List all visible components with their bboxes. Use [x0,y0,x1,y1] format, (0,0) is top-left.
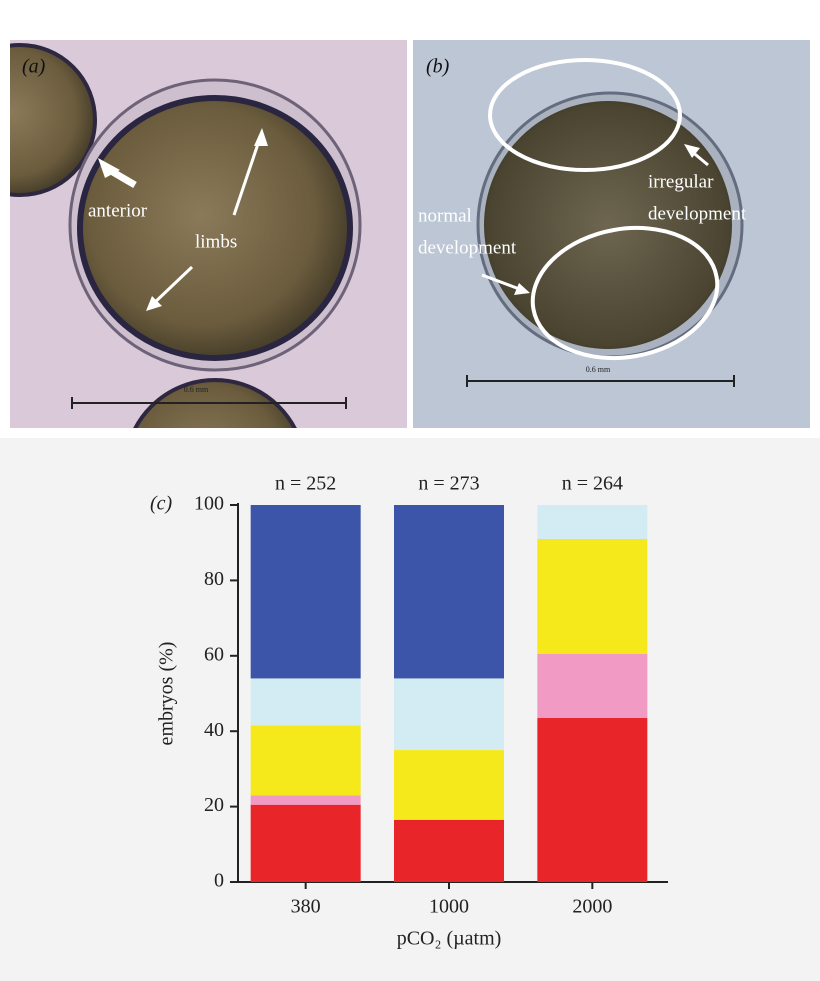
bar-segment [394,678,504,751]
bar-segment [537,653,648,719]
x-tick-label: 2000 [572,896,612,918]
annotation: development [418,237,517,258]
y-tick-label: 20 [204,794,224,816]
scale-label: 0.6 mm [586,365,611,374]
annotation: development [648,203,747,224]
bar-label: n = 252 [275,473,336,495]
bar-segment [537,505,648,539]
scale-label: 0.6 mm [184,385,209,394]
bar-segment [394,505,504,679]
panel-label: (c) [150,493,173,515]
bar-segment [250,725,361,796]
photo-b: (b) irregular development normal develop… [413,40,810,428]
annotation: anterior [88,200,148,221]
x-tick-label: 380 [291,896,321,918]
annotation: normal [418,205,472,226]
y-tick-label: 60 [204,643,224,665]
y-tick-label: 80 [204,568,224,590]
bar-label: n = 264 [562,473,623,495]
chart: 0 20 40 60 80 100 380 n = 252 1000 n = 273 2000 n =… [150,473,668,950]
annotation: limbs [195,231,237,252]
bar-segment [250,505,361,679]
bar-label: n = 273 [418,473,479,495]
bar-segment [250,678,361,726]
bar-segment [394,750,504,820]
annotation: irregular [648,171,714,192]
y-axis-label: embryos (%) [156,642,178,746]
panel-label: (a) [22,56,46,78]
bar-segment [537,718,648,882]
bar-segment [394,819,504,882]
x-axis-label: pCO₂ (µatm) [397,928,502,950]
y-tick-label: 100 [194,493,224,515]
bar-segment [250,804,361,882]
panel-label: (b) [426,56,450,78]
x-tick-label: 1000 [429,896,469,918]
y-tick-label: 40 [204,719,224,741]
bar-segment [250,795,361,805]
y-tick-label: 0 [214,870,224,892]
bar-segment [537,538,648,654]
photo-a: (a) anterior limbs 0.6 mm [10,40,407,428]
